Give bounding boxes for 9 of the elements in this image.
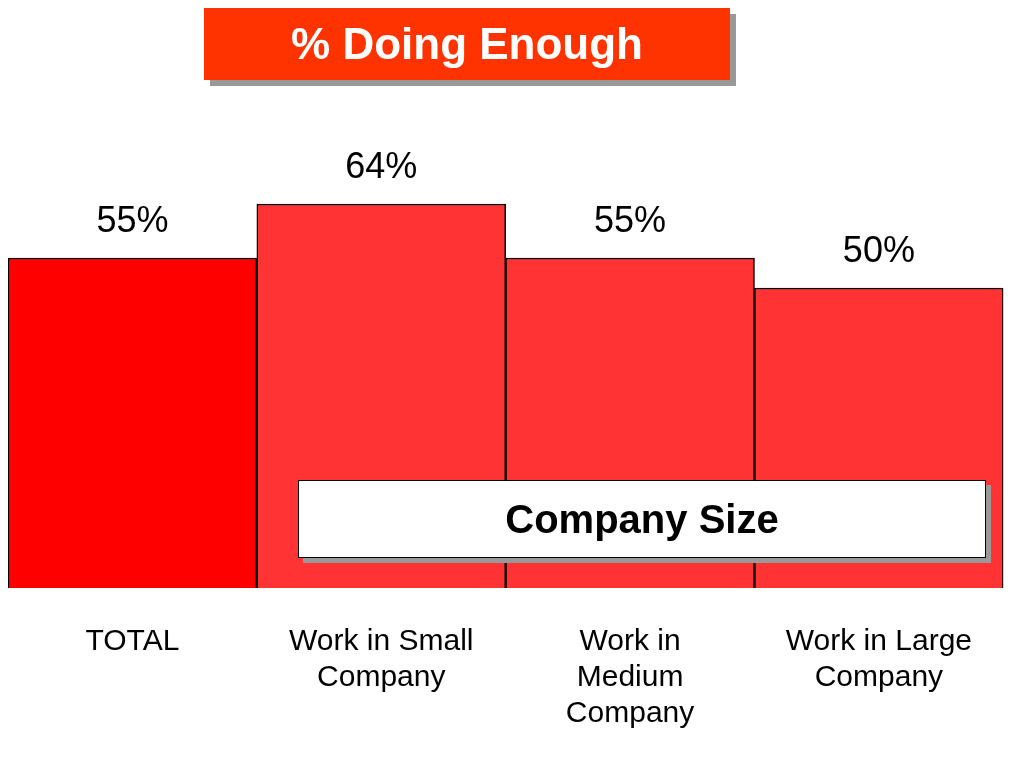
data-label: 50% [842, 228, 915, 270]
chart-title: % Doing Enough [204, 8, 730, 80]
x-tick-label: Work in Medium Company [565, 623, 695, 729]
x-tick-label: TOTAL [85, 623, 180, 657]
data-label: 55% [96, 198, 169, 240]
data-label: 55% [594, 198, 667, 240]
x-tick-label: Work in Small Company [289, 623, 474, 693]
data-label: 64% [345, 144, 418, 186]
x-tick-label: Work in Large Company [785, 623, 972, 693]
